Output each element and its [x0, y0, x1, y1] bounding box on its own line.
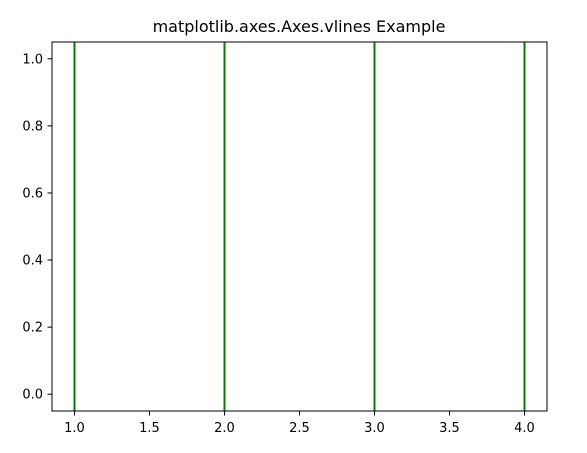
y-tick-label-6: 1.0 [22, 52, 43, 67]
x-tick-label-7: 4.0 [514, 421, 535, 436]
x-tick-label-5: 3.0 [364, 421, 385, 436]
x-tick-label-3: 2.0 [214, 421, 235, 436]
y-tick-label-2: 0.2 [22, 321, 43, 336]
x-tick-label-1: 1.0 [64, 421, 85, 436]
chart-title: matplotlib.axes.Axes.vlines Example [153, 17, 446, 36]
y-tick-label-3: 0.4 [22, 254, 43, 269]
x-tick-label-4: 2.5 [289, 421, 310, 436]
plot-area: 1.0 1.5 2.0 2.5 3.0 3.5 4.0 0.0 0.2 0.4 0.6 0.8 1.0 [22, 41, 548, 436]
x-tick-label-2: 1.5 [139, 421, 160, 436]
y-tick-label-5: 0.8 [22, 119, 43, 134]
x-tick-label-6: 3.5 [439, 421, 460, 436]
y-tick-label-4: 0.6 [22, 186, 43, 201]
y-tick-label-1: 0.0 [22, 388, 43, 403]
